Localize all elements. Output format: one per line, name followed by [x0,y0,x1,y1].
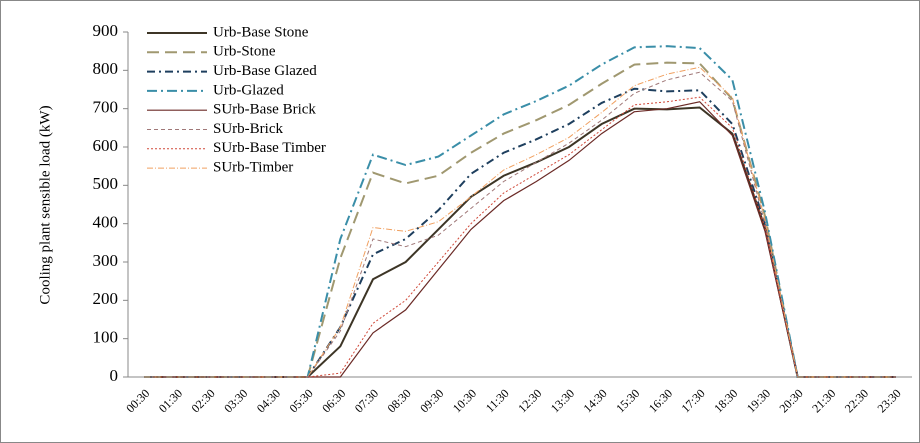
y-tick-label: 800 [93,59,119,78]
y-tick-label: 900 [93,21,119,40]
series-line [144,61,896,378]
y-tick-label: 100 [93,328,119,347]
legend-label: SUrb-Timber [213,160,293,176]
legend-label: Urb-Glazed [213,82,284,98]
legend-label: Urb-Base Glazed [213,63,317,79]
legend-label: SUrb-Brick [213,121,283,137]
y-tick-label: 700 [93,98,119,117]
y-tick-label: 400 [93,213,119,232]
legend-label: SUrb-Base Timber [213,140,326,156]
y-tick-label: 0 [110,366,119,385]
legend-label: Urb-Stone [213,44,276,60]
y-axis-label: Cooling plant sensible load (kW) [37,105,53,304]
y-tick-label: 200 [93,289,119,308]
y-tick-label: 300 [93,251,119,270]
legend-label: Urb-Base Stone [213,24,309,40]
series-line [144,66,896,378]
legend-label: SUrb-Base Brick [213,102,316,118]
y-tick-label: 600 [93,136,119,155]
y-tick-label: 500 [93,174,119,193]
series-line [144,87,896,378]
